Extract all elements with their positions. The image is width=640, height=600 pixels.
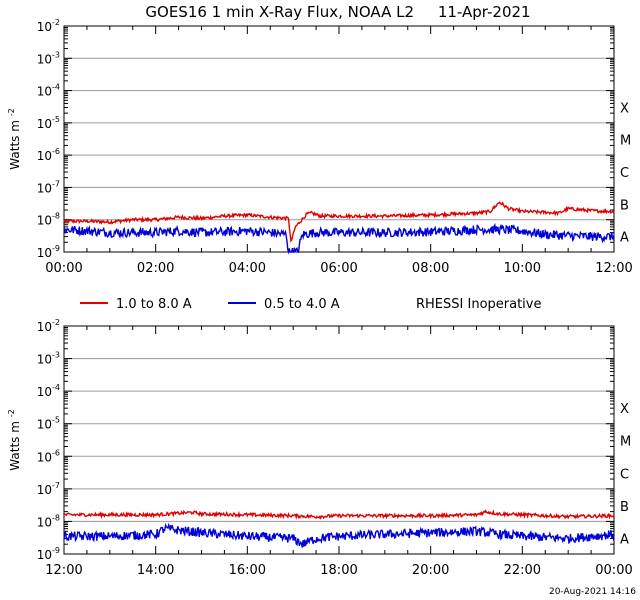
y-tick-label: 10-4 xyxy=(37,83,60,99)
y-tick-label: 10-4 xyxy=(37,383,60,399)
x-tick-label: 16:00 xyxy=(229,563,266,578)
legend-short-label: 0.5 to 4.0 A xyxy=(264,297,340,312)
y-tick-label: 10-5 xyxy=(37,115,60,131)
x-tick-label: 00:00 xyxy=(45,261,82,276)
x-tick-label: 20:00 xyxy=(412,563,449,578)
legend: 1.0 to 8.0 A 0.5 to 4.0 A RHESSI Inopera… xyxy=(80,297,541,312)
series-line-short xyxy=(63,222,615,255)
y-tick-label: 10-6 xyxy=(37,448,60,464)
flare-class-label: C xyxy=(620,166,629,181)
series-line-short xyxy=(63,522,615,548)
y-tick-label: 10-6 xyxy=(37,147,60,163)
chart-title: GOES16 1 min X-Ray Flux, NOAA L2 11-Apr-… xyxy=(145,3,530,21)
y-tick-label: 10-3 xyxy=(37,351,60,367)
x-tick-label: 18:00 xyxy=(320,563,357,578)
x-tick-label: 08:00 xyxy=(412,261,449,276)
top-panel: 10-9 10-8 10-7 10-6 10-5 10-4 10-3 10-2 Watts m … xyxy=(7,18,633,276)
flare-class-label: M xyxy=(620,134,631,149)
plot-frame xyxy=(63,25,615,253)
bottom-panel: 10-9 10-8 10-7 10-6 10-5 10-4 10-3 10-2 Watts m … xyxy=(7,318,633,578)
y-axis-label: Watts m -2 xyxy=(7,409,22,470)
y-tick-label: 10-7 xyxy=(37,179,60,195)
x-tick-label: 14:00 xyxy=(137,563,174,578)
flare-class-label: A xyxy=(620,532,629,547)
y-tick-label: 10-7 xyxy=(37,481,60,497)
series-line-long xyxy=(63,509,615,521)
legend-long-label: 1.0 to 8.0 A xyxy=(116,297,192,312)
y-tick-label: 10-9 xyxy=(37,244,60,260)
x-tick-label: 12:00 xyxy=(595,261,632,276)
flare-class-label: X xyxy=(620,402,629,417)
y-tick-label: 10-2 xyxy=(37,318,60,334)
y-tick-label: 10-8 xyxy=(37,513,60,529)
y-tick-label: 10-9 xyxy=(37,546,60,562)
x-tick-label: 12:00 xyxy=(45,563,82,578)
y-tick-label: 10-8 xyxy=(37,212,60,228)
y-tick-label: 10-2 xyxy=(37,18,60,34)
series-line-long xyxy=(63,201,615,243)
y-tick-label: 10-3 xyxy=(37,50,60,66)
flare-class-label: B xyxy=(620,198,629,213)
flare-class-label: X xyxy=(620,101,629,116)
flare-class-label: A xyxy=(620,231,629,246)
x-tick-label: 22:00 xyxy=(504,563,541,578)
flare-class-label: C xyxy=(620,467,629,482)
x-tick-label: 10:00 xyxy=(504,261,541,276)
plot-frame xyxy=(63,325,615,555)
rhessi-note: RHESSI Inoperative xyxy=(416,297,541,312)
flare-class-label: B xyxy=(620,500,629,515)
x-tick-label: 06:00 xyxy=(320,261,357,276)
flare-class-label: M xyxy=(620,435,631,450)
y-axis-label: Watts m -2 xyxy=(7,108,22,169)
x-tick-label: 02:00 xyxy=(137,261,174,276)
generated-timestamp: 20-Aug-2021 14:16 xyxy=(549,587,636,597)
y-tick-label: 10-5 xyxy=(37,416,60,432)
x-tick-label: 00:00 xyxy=(595,563,632,578)
x-tick-label: 04:00 xyxy=(229,261,266,276)
